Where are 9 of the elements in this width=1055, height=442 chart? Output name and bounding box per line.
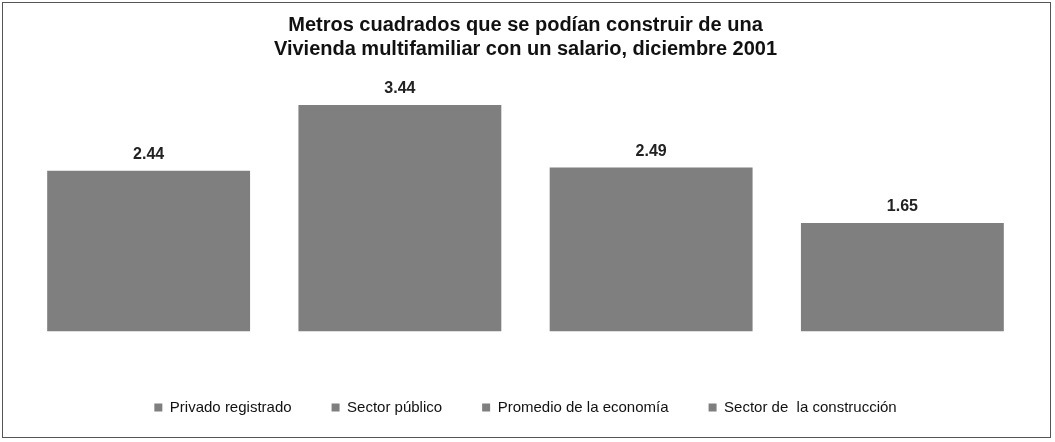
- data-label: 1.65: [886, 197, 919, 215]
- data-label: 2.49: [635, 141, 667, 159]
- legend-label: Privado registrado: [169, 397, 292, 415]
- data-label: 3.44: [384, 79, 416, 97]
- chart-title: Metros cuadrados que se podían construir de una Vivienda multifamiliar con un salario, diciembre 2001: [273, 12, 778, 59]
- data-label: 2.44: [133, 145, 165, 163]
- legend-label: Promedio de la economía: [497, 397, 670, 415]
- legend-label: Sector público: [347, 397, 443, 415]
- legend-label: Sector de la construcción: [724, 397, 897, 415]
